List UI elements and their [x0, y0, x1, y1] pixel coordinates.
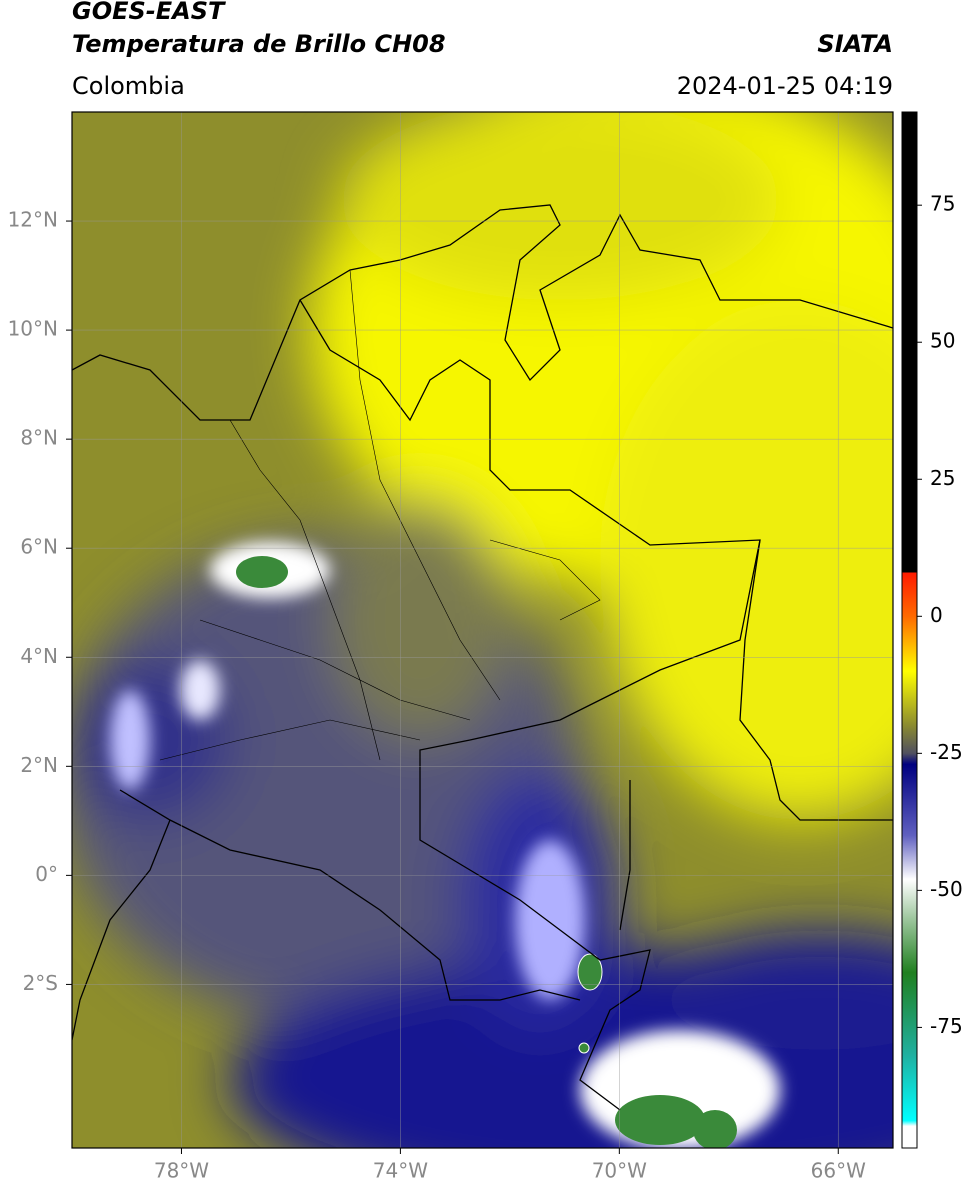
- colorbar-tick-label: -75: [930, 1014, 963, 1038]
- y-tick-label: 8°N: [20, 426, 58, 450]
- y-tick-label: 10°N: [8, 317, 58, 341]
- title: GOES-EAST: [72, 0, 226, 25]
- colorbar-tick-label: 75: [930, 192, 955, 216]
- subtitle: Temperatura de Brillo CH08: [72, 30, 446, 58]
- y-tick-label: 12°N: [8, 208, 58, 232]
- y-tick-label: 6°N: [20, 535, 58, 559]
- colorbar-tick-label: 50: [930, 329, 955, 353]
- map-frame: [71, 111, 894, 1149]
- colorbar-tick-label: 25: [930, 466, 955, 490]
- y-tick-label: 0°: [35, 862, 58, 886]
- source: SIATA: [817, 30, 893, 58]
- satellite-image: [72, 112, 893, 1148]
- x-tick-label: 66°W: [811, 1159, 866, 1183]
- colorbar-tick-label: -25: [930, 740, 963, 764]
- colorbar-tick-label: -50: [930, 877, 963, 901]
- region: Colombia: [72, 72, 185, 100]
- x-tick-label: 78°W: [154, 1159, 209, 1183]
- y-tick-label: 4°N: [20, 644, 58, 668]
- y-tick-label: 2°N: [20, 753, 58, 777]
- colorbar: [901, 111, 918, 1149]
- colorbar-tick-label: 0: [930, 603, 943, 627]
- y-tick-label: 2°S: [23, 971, 58, 995]
- x-tick-label: 70°W: [592, 1159, 647, 1183]
- timestamp: 2024-01-25 04:19: [677, 72, 893, 100]
- x-tick-label: 74°W: [373, 1159, 428, 1183]
